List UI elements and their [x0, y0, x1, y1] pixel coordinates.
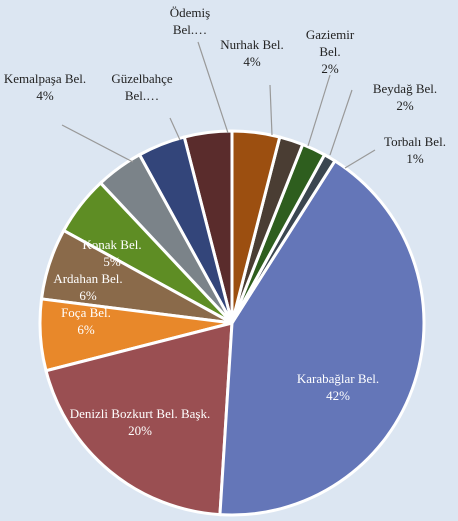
- leader-line: [307, 74, 331, 147]
- data-label: Ardahan Bel. 6%: [43, 270, 133, 304]
- data-label: Foça Bel. 6%: [51, 304, 121, 338]
- leader-line: [344, 149, 376, 169]
- value-label: 4%: [36, 88, 54, 103]
- value-label: 5%: [103, 254, 121, 269]
- data-label: Konak Bel. 5%: [72, 236, 152, 270]
- value-label: 6%: [79, 288, 97, 303]
- leader-line: [329, 89, 353, 156]
- category-label: Foça Bel.: [61, 305, 111, 320]
- category-label: Ödemiş Bel.…: [169, 5, 211, 37]
- category-label: Konak Bel.: [82, 237, 142, 252]
- data-label: Karabağlar Bel. 42%: [273, 370, 403, 404]
- value-label: 20%: [128, 423, 152, 438]
- category-label: Beydağ Bel.: [372, 81, 438, 96]
- data-label: Ödemiş Bel.…: [159, 4, 221, 38]
- value-label: 2%: [396, 98, 414, 113]
- data-label: Denizli Bozkurt Bel. Başk. 20%: [40, 405, 240, 439]
- pie-slice: [44, 321, 234, 517]
- category-label: Kemalpaşa Bel.: [3, 71, 87, 86]
- value-label: 6%: [77, 322, 95, 337]
- data-label: Güzelbahçe Bel.…: [111, 70, 173, 104]
- data-label: Gaziemir Bel. 2%: [300, 26, 360, 77]
- data-label: Kemalpaşa Bel. 4%: [0, 70, 90, 104]
- leader-lines: [61, 41, 376, 169]
- leader-line: [269, 84, 273, 136]
- leader-line: [61, 124, 134, 163]
- value-label: 42%: [326, 388, 350, 403]
- category-label: Ardahan Bel.: [53, 271, 123, 286]
- category-label: Denizli Bozkurt Bel. Başk.: [69, 406, 211, 421]
- category-label: Güzelbahçe Bel.…: [111, 71, 173, 103]
- pie-slice: [230, 129, 282, 324]
- category-label: Torbalı Bel.: [384, 134, 446, 149]
- value-label: 4%: [243, 54, 261, 69]
- pie-slice: [218, 158, 426, 517]
- category-label: Nurhak Bel.: [220, 37, 284, 52]
- data-label: Nurhak Bel. 4%: [207, 36, 297, 70]
- leader-line: [169, 117, 181, 141]
- data-label: Torbalı Bel. 1%: [370, 133, 458, 167]
- leader-line: [197, 41, 229, 134]
- category-label: Gaziemir Bel.: [305, 27, 355, 59]
- value-label: 1%: [406, 151, 424, 166]
- data-label: Beydağ Bel. 2%: [360, 80, 450, 114]
- value-label: 2%: [321, 61, 339, 76]
- category-label: Karabağlar Bel.: [296, 371, 380, 386]
